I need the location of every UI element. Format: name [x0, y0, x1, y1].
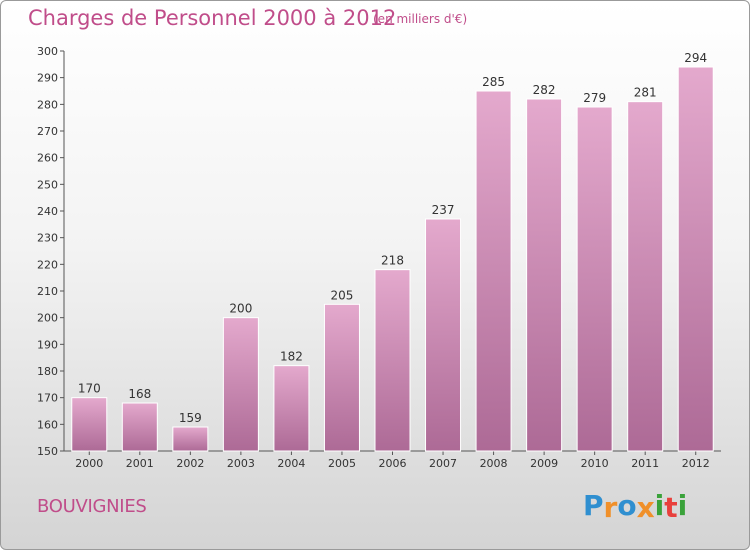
- y-tick-label: 270: [37, 125, 58, 138]
- bar: [374, 269, 411, 452]
- data-label: 285: [482, 75, 505, 89]
- y-tick-label: 160: [37, 418, 58, 431]
- y-tick-label: 290: [37, 72, 58, 85]
- bar: [627, 101, 664, 452]
- y-tick-label: 170: [37, 392, 58, 405]
- x-axis: 2000 2001 2002 2003 2004 2005 2006 2007 2008 2009…: [64, 450, 721, 470]
- y-tick-label: 240: [37, 205, 58, 218]
- bar: [172, 426, 209, 452]
- data-label: 200: [229, 302, 252, 316]
- y-tick-label: 260: [37, 152, 58, 165]
- place-name: BOUVIGNIES: [37, 496, 147, 517]
- x-tick-label: 2012: [682, 457, 710, 470]
- bar: [121, 402, 158, 452]
- data-label: 182: [280, 350, 303, 364]
- chart-title: Charges de Personnel 2000 à 2012: [28, 6, 397, 30]
- y-tick-label: 220: [37, 258, 58, 271]
- logo-letter: r: [603, 491, 618, 524]
- bar: [526, 98, 563, 452]
- logo-letter: o: [617, 489, 637, 522]
- data-label: 294: [684, 51, 707, 65]
- logo-letter: i: [677, 489, 688, 522]
- data-label: 170: [78, 382, 101, 396]
- y-tick-label: 230: [37, 232, 58, 245]
- x-tick-label: 2003: [227, 457, 255, 470]
- bar: [273, 365, 310, 452]
- y-tick-label: 280: [37, 98, 58, 111]
- data-labels: 170 168 159 200 182 205 218 237 285 282 279 281 294: [78, 51, 707, 425]
- y-tick-label: 150: [37, 445, 58, 458]
- logo-letter: x: [636, 491, 655, 524]
- y-axis: 150 160 170 180 190 200 210 220 230 240 250 260 270 2…: [37, 45, 65, 458]
- logo-letter: P: [583, 489, 604, 522]
- proxiti-logo[interactable]: Proxiti: [583, 489, 688, 524]
- x-tick-label: 2009: [530, 457, 558, 470]
- bar: [677, 66, 714, 452]
- logo-letter: i: [654, 489, 665, 522]
- x-tick-label: 2008: [480, 457, 508, 470]
- data-label: 159: [179, 411, 202, 425]
- data-label: 205: [331, 288, 354, 302]
- x-tick-label: 2004: [277, 457, 305, 470]
- data-label: 281: [634, 86, 657, 100]
- data-label: 279: [583, 91, 606, 105]
- x-tick-label: 2001: [126, 457, 154, 470]
- x-tick-label: 2011: [631, 457, 659, 470]
- y-tick-label: 210: [37, 285, 58, 298]
- y-tick-label: 250: [37, 178, 58, 191]
- y-tick-label: 300: [37, 45, 58, 58]
- data-label: 168: [128, 387, 151, 401]
- bar: [323, 303, 360, 452]
- x-tick-label: 2006: [379, 457, 407, 470]
- x-tick-label: 2005: [328, 457, 356, 470]
- data-label: 237: [432, 203, 455, 217]
- bar: [222, 317, 259, 452]
- bars: [71, 66, 714, 452]
- y-tick-label: 190: [37, 338, 58, 351]
- y-tick-label: 200: [37, 312, 58, 325]
- x-tick-label: 2000: [75, 457, 103, 470]
- logo-letter: t: [664, 491, 678, 524]
- data-label: 282: [533, 83, 556, 97]
- data-label: 218: [381, 254, 404, 268]
- chart-subtitle: (en milliers d'€): [373, 12, 468, 26]
- bar: [576, 106, 613, 452]
- bar: [425, 218, 462, 452]
- x-tick-label: 2007: [429, 457, 457, 470]
- x-tick-label: 2002: [176, 457, 204, 470]
- y-tick-label: 180: [37, 365, 58, 378]
- bar: [475, 90, 512, 452]
- x-tick-label: 2010: [581, 457, 609, 470]
- bar: [71, 397, 108, 452]
